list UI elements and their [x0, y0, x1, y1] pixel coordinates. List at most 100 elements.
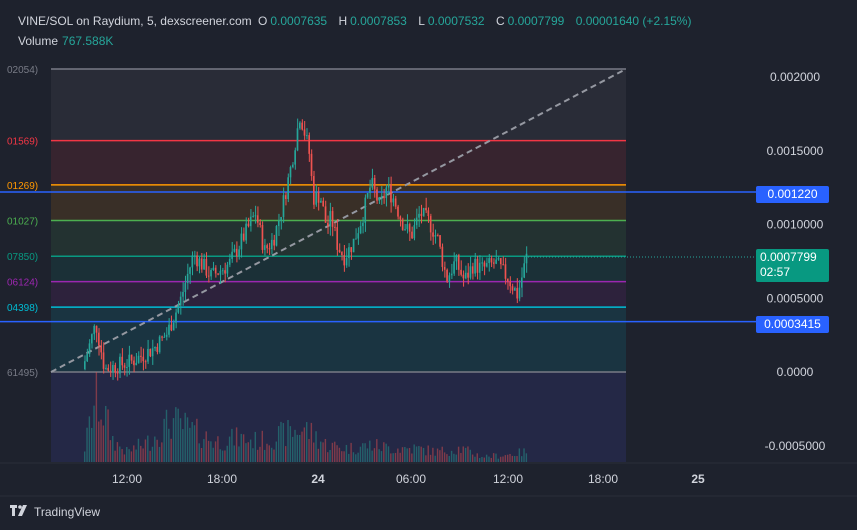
volume-bar	[247, 442, 249, 462]
candle-body	[364, 197, 367, 223]
candle-body	[214, 267, 217, 274]
volume-bar	[221, 450, 224, 462]
candle-body	[448, 275, 451, 282]
candle-body	[446, 269, 448, 282]
volume-bar	[476, 453, 478, 462]
candle-body	[123, 365, 126, 368]
volume-bar	[270, 447, 273, 462]
candle-body	[310, 153, 313, 177]
volume-bar	[189, 427, 191, 462]
candle-body	[128, 354, 131, 367]
low-value: 0.0007532	[427, 14, 485, 28]
candle-body	[338, 249, 341, 253]
candle-body	[513, 288, 516, 291]
candle-body	[114, 364, 117, 373]
volume-label: Volume	[18, 34, 59, 48]
volume-bar	[88, 416, 91, 462]
volume-bar	[418, 446, 420, 462]
volume-bar	[184, 412, 186, 462]
volume-bar	[306, 422, 308, 462]
fib-band	[51, 220, 626, 257]
candle-body	[275, 226, 278, 246]
volume-bar	[481, 457, 483, 462]
volume-bar	[261, 430, 264, 462]
volume-bar	[327, 452, 329, 462]
volume-bar	[163, 418, 165, 462]
volume-bar	[168, 428, 170, 462]
volume-bar	[483, 457, 486, 462]
volume-bar	[266, 443, 268, 462]
volume-bar	[256, 449, 259, 462]
fib-band	[51, 140, 626, 185]
candle-body	[291, 164, 294, 168]
footer-branding[interactable]: TradingView	[10, 505, 100, 519]
candle-body	[499, 258, 502, 265]
candle-body	[287, 177, 289, 200]
x-tick-label: 24	[311, 472, 325, 486]
candle-body	[151, 348, 154, 357]
candle-body	[495, 259, 497, 264]
volume-bar	[345, 444, 348, 462]
candle-body	[88, 343, 91, 355]
candle-body	[511, 286, 514, 291]
candle-body	[408, 224, 411, 232]
candle-body	[156, 346, 159, 352]
candle-body	[376, 189, 378, 201]
volume-bar	[495, 453, 497, 462]
candle-body	[464, 272, 467, 279]
volume-bar	[485, 454, 488, 462]
candle-body	[401, 219, 404, 230]
volume-bar	[429, 454, 432, 462]
volume-bar	[289, 426, 292, 462]
candle-body	[221, 270, 224, 272]
candle-body	[481, 262, 483, 264]
close-label: C	[495, 14, 505, 28]
volume-bar	[303, 427, 306, 462]
candle-body	[303, 129, 306, 136]
volume-bar	[135, 449, 137, 462]
volume-bar	[490, 457, 493, 462]
candle-body	[478, 262, 481, 273]
candle-body	[179, 296, 182, 306]
candle-body	[315, 191, 317, 205]
volume-bar	[156, 439, 158, 462]
candle-body	[441, 246, 444, 267]
volume-bar	[509, 453, 511, 462]
candle-body	[443, 266, 446, 270]
volume-bar	[320, 441, 322, 462]
volume-bar	[315, 431, 317, 462]
candle-body	[249, 216, 252, 227]
candle-body	[427, 210, 430, 217]
candle-body	[366, 192, 369, 198]
volume-bar	[401, 447, 404, 462]
volume-bar	[422, 447, 425, 462]
candle-body	[252, 215, 254, 217]
volume-bar	[406, 448, 408, 462]
candle-body	[350, 247, 353, 253]
candle-body	[404, 229, 406, 231]
candle-body	[245, 223, 247, 241]
volume-bar	[149, 450, 151, 462]
volume-bar	[399, 452, 401, 462]
candle-body	[147, 348, 149, 362]
ohlc-legend: VINE/SOL on Raydium, 5, dexscreener.com …	[18, 14, 694, 28]
candle-body	[380, 196, 383, 198]
candle-body	[476, 258, 479, 273]
candle-body	[523, 263, 525, 278]
candle-body	[137, 355, 140, 363]
candle-body	[336, 227, 339, 250]
fib-band	[51, 256, 626, 282]
x-tick-label: 06:00	[396, 472, 426, 486]
candle-body	[226, 264, 229, 274]
candle-body	[520, 277, 523, 288]
y-tick-label: 0.0005000	[767, 291, 824, 305]
volume-bar	[296, 434, 299, 462]
volume-bar	[310, 422, 313, 462]
volume-bar	[336, 445, 338, 462]
volume-bar	[390, 453, 392, 462]
volume-bar	[294, 429, 296, 462]
volume-bar	[439, 450, 441, 462]
volume-bar	[231, 428, 233, 462]
candle-body	[369, 187, 371, 193]
